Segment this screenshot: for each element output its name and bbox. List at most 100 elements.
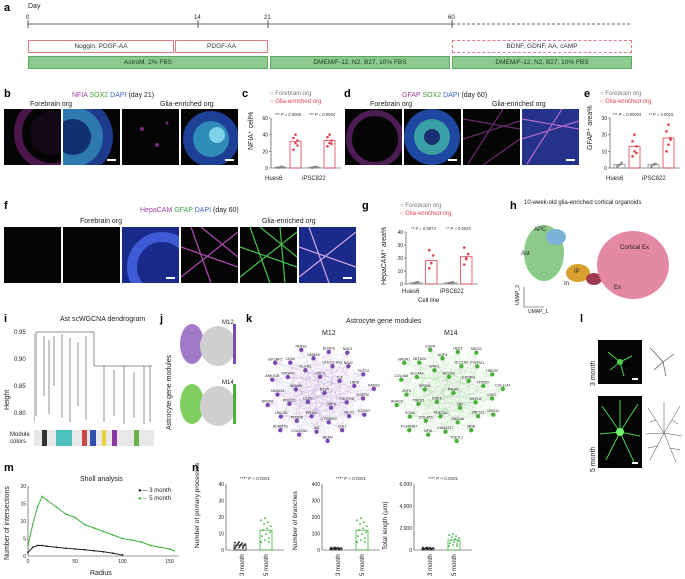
network-edge xyxy=(311,380,340,417)
panel-d-label: d xyxy=(344,88,351,100)
h-title: 10-week-old glia-enriched cortical organ… xyxy=(524,200,642,206)
n-bar xyxy=(355,529,369,551)
n-point xyxy=(337,546,339,549)
n-ytick-label: 0 xyxy=(317,548,320,554)
gene-node xyxy=(346,414,352,419)
n-point xyxy=(357,535,359,538)
network-edge xyxy=(453,385,484,394)
network-edge xyxy=(275,362,321,377)
e-ylabel: GFAP⁺ area% xyxy=(587,105,594,150)
m-point xyxy=(130,539,133,542)
network-edge xyxy=(347,352,364,399)
network-edge xyxy=(280,385,355,431)
gene-node xyxy=(265,402,270,408)
gene-node xyxy=(443,429,448,434)
gene-node xyxy=(489,396,495,401)
bdnf-box: BDNF, GDNF, AA, cAMP xyxy=(452,40,632,53)
network-edge xyxy=(396,404,426,421)
n-point xyxy=(430,548,432,551)
network-edge xyxy=(419,362,479,417)
network-edge xyxy=(280,366,333,431)
panel-b-forebrain-label: Forebrain org xyxy=(30,101,73,108)
network-edge xyxy=(468,380,493,399)
network-edge xyxy=(401,379,494,415)
n-point xyxy=(237,542,239,545)
l-micro-3m xyxy=(598,340,642,384)
network-edge xyxy=(305,370,328,441)
n-bar xyxy=(259,529,273,551)
m-legend-2: ●— 5 month xyxy=(138,496,171,502)
gene-label: ANKS1B xyxy=(265,374,280,378)
cluster-cortical-ex: Cortical Ex xyxy=(620,245,650,251)
m-xlabel: Radius xyxy=(90,570,112,577)
network-edge xyxy=(418,402,476,404)
network-edge xyxy=(299,351,329,435)
network-edge xyxy=(445,374,493,432)
network-edge xyxy=(468,366,478,381)
network-edge xyxy=(424,389,458,423)
e-point xyxy=(631,155,634,158)
dmem-box-1: DMEM/F-12, N2, B27, 10% FBS xyxy=(270,56,450,69)
m-point xyxy=(173,549,176,552)
g-ytick-label: 30 xyxy=(397,243,403,249)
network-edge xyxy=(296,401,308,421)
network-edge xyxy=(419,362,462,367)
l-trace-3m xyxy=(649,347,675,377)
panel-c-label: c xyxy=(242,88,249,100)
network-edge xyxy=(275,351,329,363)
network-edge xyxy=(267,374,364,406)
gene-label: HBEGF xyxy=(486,369,499,373)
network-edge xyxy=(409,389,425,431)
gene-node xyxy=(451,390,456,396)
network-edge xyxy=(275,362,278,395)
network-edge xyxy=(328,351,333,367)
gene-node xyxy=(459,363,464,369)
network-edge xyxy=(477,366,503,389)
n-point xyxy=(356,541,358,543)
panel-d-glia-label: Glia-enriched org xyxy=(492,101,546,108)
gene-node xyxy=(309,414,314,419)
n1-cat-1: 3 month xyxy=(240,554,246,576)
network-edge xyxy=(440,380,469,417)
gene-label: WDR11 xyxy=(470,397,482,401)
network-edge xyxy=(324,366,333,394)
panel-k-label: k xyxy=(246,313,253,325)
c-stat: *** P = 0.0005 xyxy=(275,112,302,117)
gene-node xyxy=(346,364,351,369)
n-point xyxy=(266,527,268,530)
gene-label: LHX2 xyxy=(488,393,497,397)
network-edge xyxy=(342,388,374,431)
gene-node xyxy=(455,420,460,425)
gene-label: NLGN1 xyxy=(299,365,311,369)
network-edge xyxy=(425,420,429,435)
gene-node xyxy=(401,360,407,365)
m-point xyxy=(74,548,77,550)
e-stat: *** P = 0.00004 xyxy=(613,112,642,117)
n-point xyxy=(240,543,242,546)
chart-g: 0 10 20 30 40 ** P = 0.0074 ** P = 0.0026 xyxy=(397,226,478,288)
m-point xyxy=(27,551,29,554)
n-ytick-label: 0 xyxy=(221,548,224,554)
gene-label: NAV2 xyxy=(344,361,353,365)
network-edge xyxy=(280,374,364,417)
c-point xyxy=(326,145,329,148)
e-point xyxy=(669,138,672,141)
n-point xyxy=(242,547,244,549)
gene-label: PDGFB xyxy=(291,415,304,419)
network-edge xyxy=(272,358,314,380)
cluster-in: In xyxy=(564,281,570,287)
network-edge xyxy=(418,403,446,432)
chart-n1: 0 10 20 30 40 **** P < 0.0001 xyxy=(218,476,284,554)
umap-x: UMAP_1 xyxy=(528,309,549,315)
network-edge xyxy=(327,352,348,441)
gene-label: GPC3 xyxy=(315,371,325,375)
gene-label: MEIS2 xyxy=(471,347,482,351)
gene-node xyxy=(303,368,308,373)
network-edge xyxy=(430,349,494,415)
c-stat: *** P = 0.0004 xyxy=(309,112,336,117)
tick-60: 60 xyxy=(448,15,455,21)
gene-label: CHL1 xyxy=(338,425,347,429)
network-edge xyxy=(339,380,364,399)
e-legend-1: ○ Forebrain org xyxy=(600,91,642,97)
gene-node xyxy=(457,405,463,411)
